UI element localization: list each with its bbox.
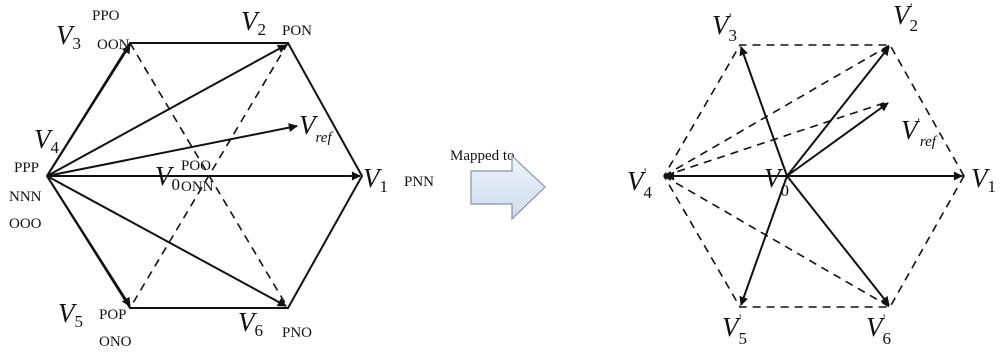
right-label-v2: V2' [893,0,918,35]
left-code-v4-ooo: OOO [9,216,42,232]
right-vector-to-v5 [739,175,788,306]
left-vector-to-v2 [46,44,287,177]
right-label-v6: V6' [866,311,891,348]
right-label-v1: V1 [971,163,996,196]
left-code-v5-pop: POP [99,307,127,323]
mapping-caption: Mapped to [450,148,515,164]
right-label-v3: V3' [712,10,737,45]
right-label-v4: V4' [627,165,653,202]
left-code-v6: PNO [282,325,312,341]
right-label-v0: V0' [764,159,789,200]
mapping-arrow-group: Mapped to [450,148,546,221]
left-label-v4: V4 [34,124,60,157]
left-vector-diagram: V3 PPO OON V2 PON Vref V1 PNN V0 POO ONN… [9,6,434,350]
left-code-v5-ono: ONO [99,334,132,350]
left-code-v4-nnn: NNN [9,189,42,205]
left-label-v3: V3 [56,20,81,53]
left-code-v2: PON [282,23,312,39]
left-label-v0: V0 [155,161,180,194]
left-label-vref: Vref [299,110,333,146]
left-code-v4-ppp: PPP [14,160,39,176]
left-vector-to-v3 [46,44,131,177]
right-vector-to-v6 [786,175,890,306]
left-label-v5: V5 [58,298,83,331]
left-code-v3-ppo: PPO [92,8,120,24]
left-code-v0-poo: POO [181,158,211,174]
left-label-v2: V2 [241,6,266,39]
right-dashed-to-vref [663,100,891,177]
left-vector-to-v5 [46,175,131,307]
right-dashed-to-v6 [663,175,891,308]
right-vector-to-v3 [739,46,788,177]
right-dashed-to-v2 [663,44,891,177]
right-label-v5: V5' [722,311,747,348]
left-vector-to-v6 [46,175,287,307]
left-code-v1: PNN [404,174,434,190]
left-code-v0-onn: ONN [181,179,214,195]
right-vector-diagram: V3' V2' V'ref V1 V0' V4' V5' V6' [627,0,996,348]
left-vector-ref [46,123,298,177]
left-label-v6: V6 [238,307,263,340]
right-vector-to-v2 [786,46,890,177]
mapping-block-arrow [470,154,546,221]
left-label-v1: V1 [363,163,388,196]
left-code-v3-oon: OON [97,37,130,53]
right-vector-ref [786,102,889,177]
right-label-vref: V'ref [901,115,938,150]
